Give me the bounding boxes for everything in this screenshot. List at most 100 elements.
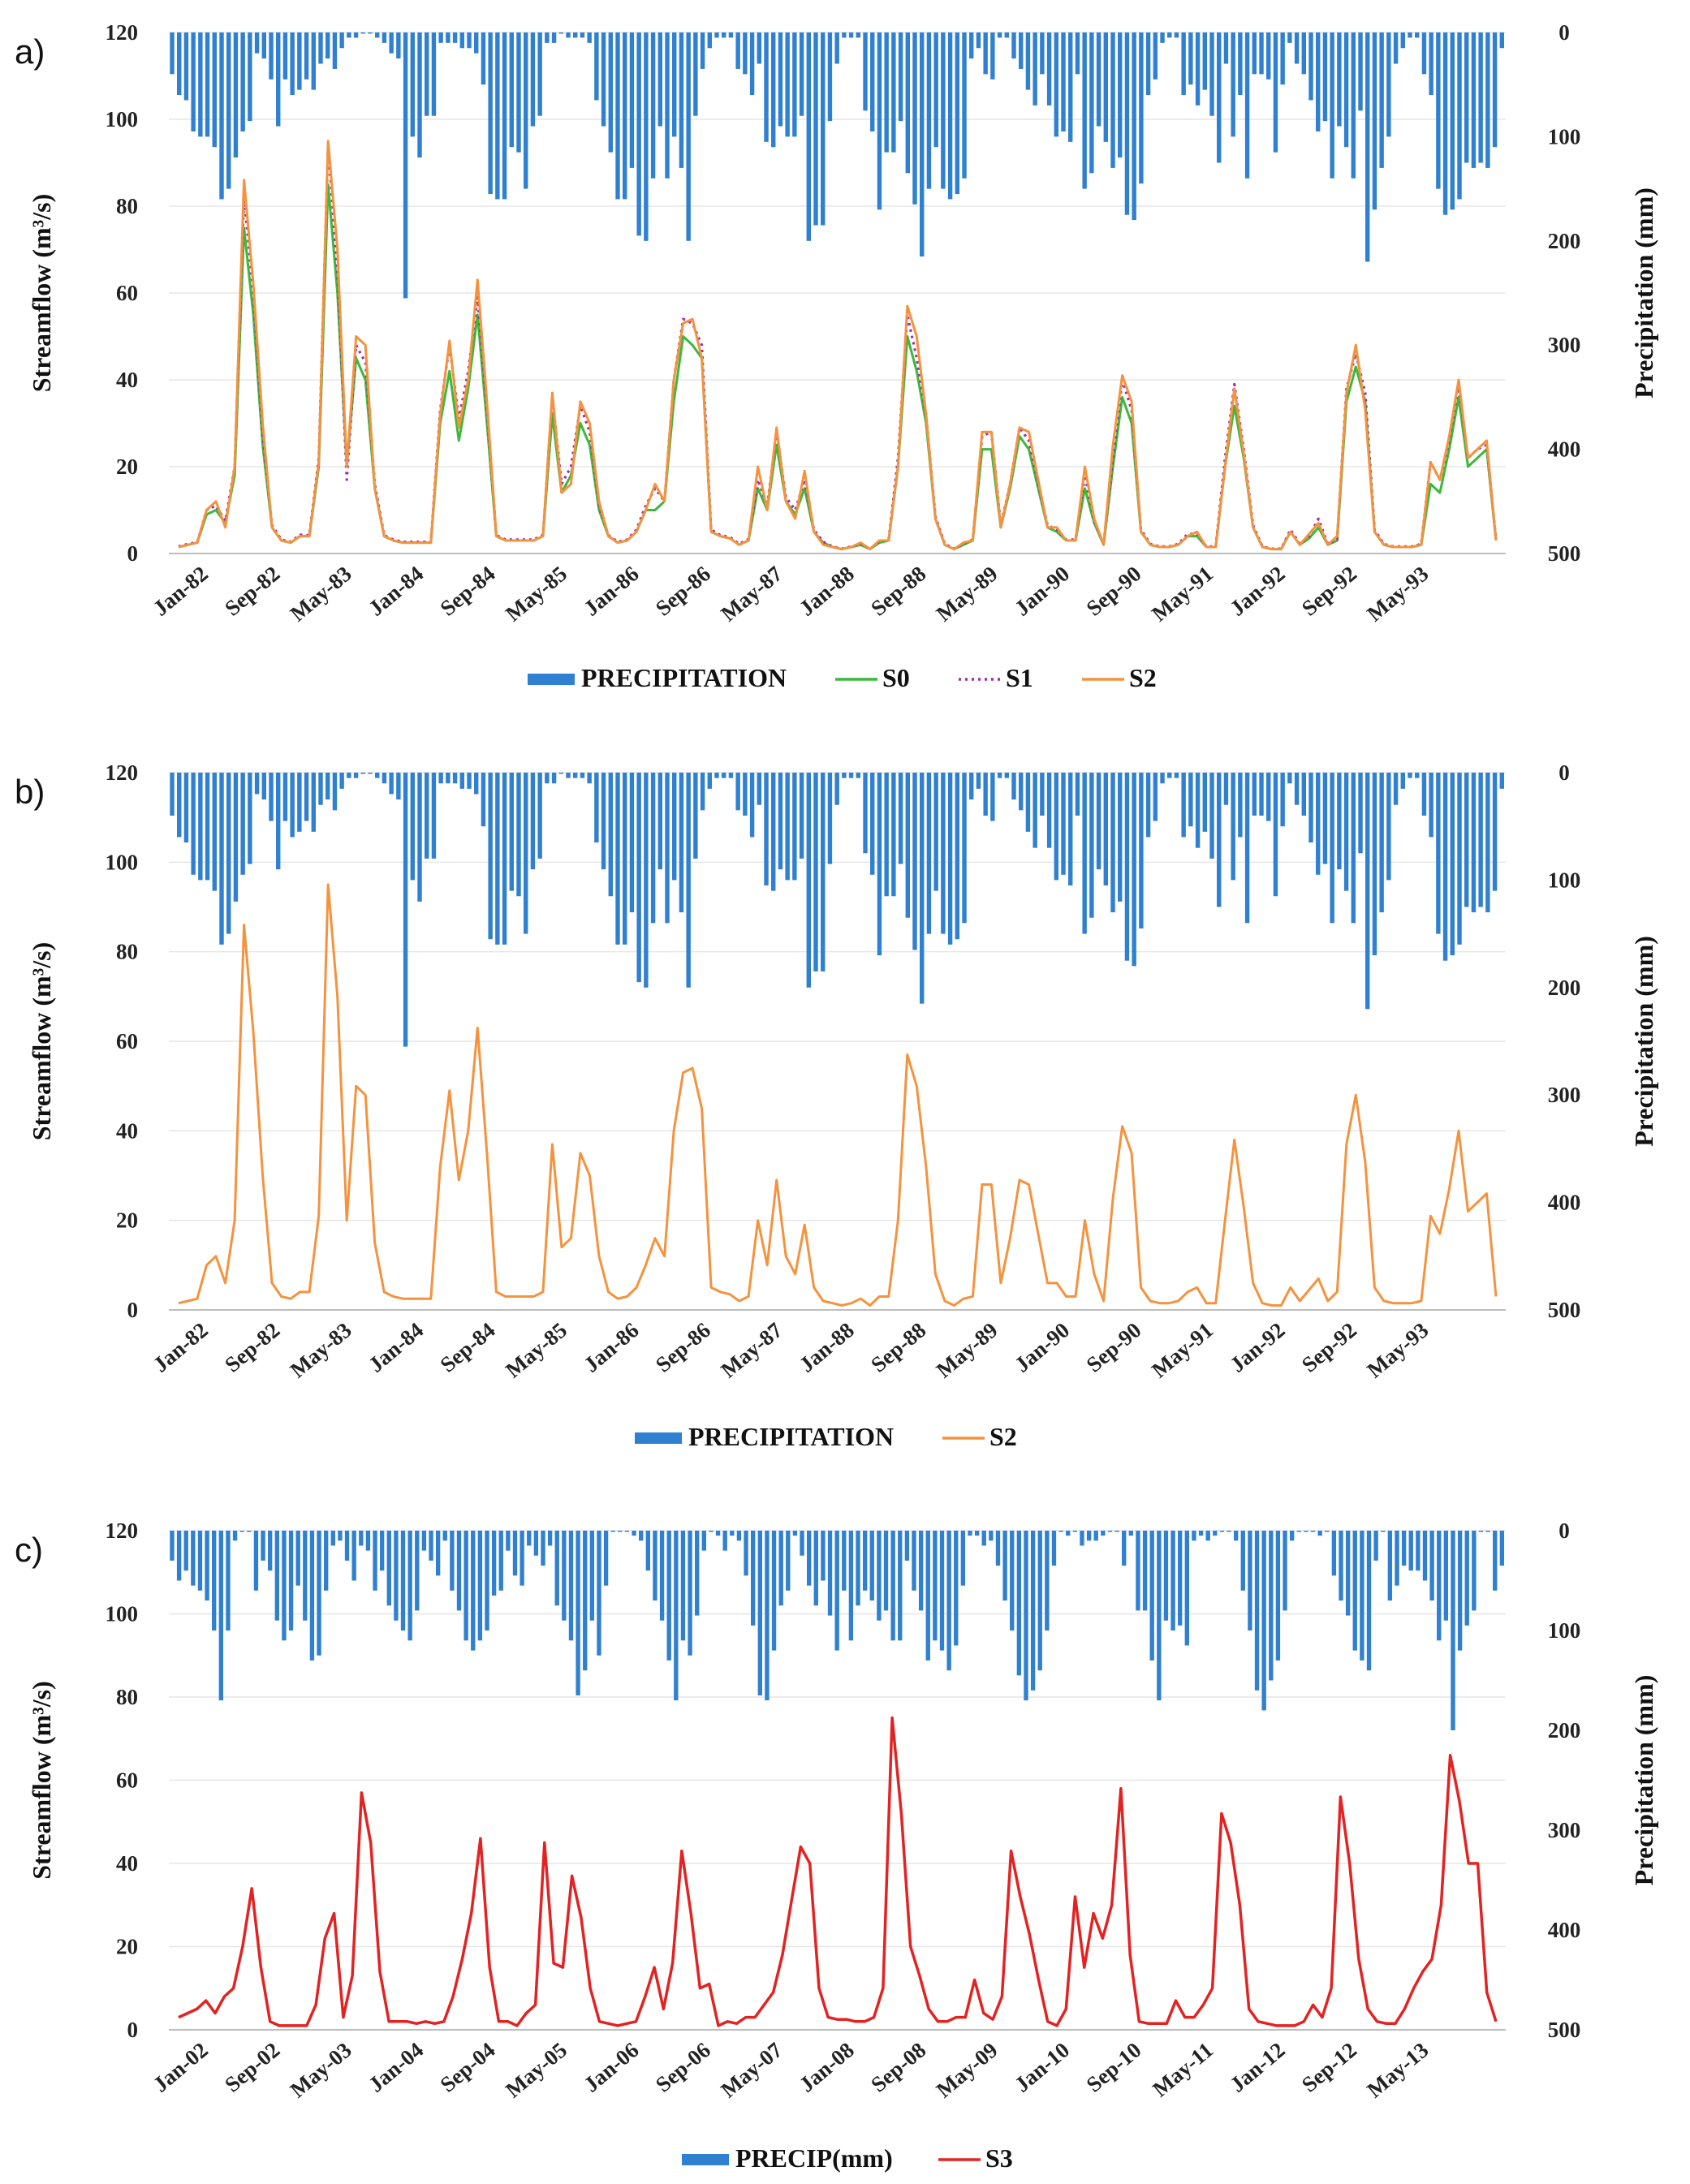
- precip-bar: [1379, 32, 1384, 168]
- precip-bar: [1252, 32, 1257, 75]
- precip-bar: [976, 32, 981, 49]
- x-tick-label: May-85: [501, 1318, 571, 1383]
- precip-bar: [1082, 773, 1087, 934]
- precip-bar: [1223, 773, 1229, 805]
- precip-bar: [456, 1531, 462, 1611]
- precip-bar: [610, 1531, 615, 1532]
- precip-bar: [198, 32, 203, 137]
- precip-bar: [1471, 32, 1477, 168]
- precip-bar: [317, 1531, 321, 1656]
- precip-bar: [962, 32, 967, 179]
- precip-bar: [344, 1531, 350, 1561]
- precip-bar: [506, 1531, 511, 1551]
- y-tick-label: 80: [116, 194, 138, 218]
- precip-bar: [1457, 773, 1462, 945]
- precip-bar: [947, 773, 953, 945]
- precip-bar: [1231, 32, 1235, 137]
- precip-bar: [997, 32, 1002, 38]
- legend-label: S2: [989, 1422, 1017, 1451]
- precip-bar: [792, 773, 797, 881]
- precip-bar: [1103, 32, 1108, 142]
- precip-bar: [530, 32, 536, 127]
- precip-bar: [467, 32, 472, 49]
- precip-bar: [1471, 773, 1477, 913]
- precip-bar: [736, 1531, 742, 1541]
- precip-bar: [869, 1531, 874, 1601]
- precip-bar: [1198, 1531, 1204, 1536]
- precip-bar: [311, 32, 316, 90]
- precip-bar: [545, 32, 550, 43]
- precip-bar: [1408, 773, 1412, 778]
- precip-bar: [347, 773, 351, 778]
- precip-bar: [1016, 1531, 1022, 1676]
- precip-bar: [1040, 32, 1045, 75]
- precip-bar: [495, 773, 500, 945]
- precip-bar: [330, 1531, 335, 1546]
- precip-bar: [1421, 32, 1427, 75]
- x-tick-label: May-03: [286, 2038, 356, 2103]
- precip-bar: [947, 32, 953, 200]
- series-line-S2: [178, 140, 1498, 551]
- precip-bar: [1273, 773, 1278, 897]
- y2-tick-label: 0: [1559, 1518, 1570, 1543]
- precip-bar: [955, 32, 959, 195]
- precip-bar: [1124, 32, 1130, 215]
- precip-bar: [1002, 1531, 1007, 1601]
- precip-bar: [183, 1531, 188, 1571]
- precip-bar: [1174, 32, 1179, 38]
- precip-bar: [573, 773, 578, 778]
- precip-bar: [933, 32, 938, 148]
- precip-bar: [410, 32, 415, 137]
- precip-bar: [368, 32, 373, 34]
- precip-bar: [558, 32, 563, 34]
- precip-bar: [365, 1531, 371, 1551]
- precip-bar: [1457, 1531, 1463, 1651]
- y2-tick-label: 100: [1548, 1618, 1581, 1643]
- precip-bar: [375, 32, 380, 38]
- y2-tick-label: 0: [1559, 20, 1570, 45]
- precip-bar: [530, 773, 536, 870]
- precip-bar: [834, 32, 839, 64]
- precip-bar: [1308, 773, 1313, 843]
- precip-bar: [502, 773, 507, 945]
- precip-bar: [1316, 773, 1321, 875]
- x-tick-label: Sep-90: [1082, 1318, 1146, 1377]
- precip-bar: [1294, 773, 1300, 805]
- precip-bar: [516, 32, 521, 153]
- precip-bar: [1360, 1531, 1365, 1661]
- precip-bar: [1339, 1531, 1343, 1601]
- precip-bar: [870, 773, 875, 875]
- precip-bar: [1132, 32, 1136, 221]
- precip-bar: [288, 1531, 294, 1630]
- x-tick-label: Sep-88: [866, 1318, 930, 1377]
- precip-bar: [686, 773, 691, 988]
- precip-bar: [653, 1531, 657, 1601]
- precip-bar: [969, 773, 974, 800]
- y-tick-label: 20: [116, 1935, 138, 1959]
- precip-bar: [1451, 1531, 1455, 1730]
- precip-bar: [597, 1531, 601, 1656]
- precip-bar: [375, 773, 380, 778]
- precip-bar: [905, 773, 910, 918]
- precip-bar: [368, 773, 373, 774]
- precip-bar: [1153, 32, 1158, 80]
- precip-bar: [1209, 32, 1214, 116]
- y-tick-label: 120: [106, 20, 139, 45]
- precip-bar: [516, 773, 521, 897]
- x-tick-label: Sep-84: [436, 562, 500, 621]
- precip-bar: [1178, 1531, 1183, 1626]
- precip-bar: [1386, 773, 1391, 881]
- precip-bar: [1492, 32, 1498, 148]
- precip-bar: [757, 773, 761, 805]
- precip-bar: [347, 32, 351, 38]
- precip-bar: [1485, 32, 1490, 168]
- precip-bar: [714, 773, 719, 778]
- precip-bar: [636, 773, 641, 983]
- precip-bar: [686, 32, 691, 241]
- precip-bar: [1219, 1531, 1225, 1532]
- precip-bar: [883, 1531, 889, 1611]
- precip-bar: [1068, 773, 1073, 886]
- precip-bar: [474, 773, 479, 795]
- precip-bar: [962, 773, 967, 924]
- precip-bar: [359, 1531, 364, 1546]
